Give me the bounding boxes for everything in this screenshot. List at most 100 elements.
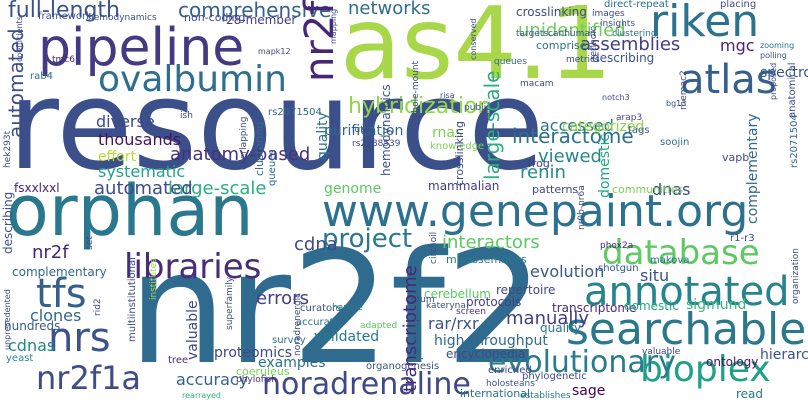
word-chicken: insights xyxy=(600,19,636,29)
word-project: project xyxy=(322,224,413,254)
word-complementary: complementary xyxy=(745,113,761,224)
word-shotgun: categorized xyxy=(562,119,645,135)
word-rid2: rid2 xyxy=(93,298,103,316)
word-situ: cdna xyxy=(294,234,338,255)
word-rar-rxr: effort xyxy=(98,149,137,165)
word-hek293t: hek293t xyxy=(3,130,13,168)
word-as4-1: as4.1 xyxy=(340,0,613,102)
word-assemblies: assemblies xyxy=(580,34,681,55)
word-accessed: interactors xyxy=(442,232,540,253)
word-hybridization: hybridization xyxy=(348,94,492,119)
word-repertoire: tags xyxy=(628,125,650,136)
word-pipeline: pipeline xyxy=(38,18,245,78)
word-soojin: publicly xyxy=(464,103,499,113)
word-valuable: valuable xyxy=(185,300,201,360)
word-bioplex: bioplex xyxy=(640,349,771,390)
word-interactome: interactome xyxy=(512,124,634,148)
word-organogenesis: describing xyxy=(592,51,655,65)
word-unutilized: phylofish xyxy=(236,375,277,385)
word-images: lutz xyxy=(352,125,369,135)
word-imperfect: images xyxy=(592,9,625,19)
word-ontology: validated xyxy=(314,329,380,345)
word-categorized: r1-r3 xyxy=(730,233,755,244)
word-nr2f1a: nr2f1a xyxy=(36,359,142,397)
word-noradrenergic: noradrenergic xyxy=(293,292,303,356)
word-organization: organization xyxy=(791,248,801,304)
word-establishes: transcriptome xyxy=(552,301,637,315)
word-annotated: annotated xyxy=(584,269,790,315)
word-hemodynamics: hemodynamics xyxy=(379,84,393,176)
word-mairoy: holosteans xyxy=(486,379,535,389)
word-accurate: enriched xyxy=(488,365,532,376)
word-bg13: makova xyxy=(650,255,690,266)
word-upstream: screen xyxy=(456,307,486,317)
word-comprehensive: comprehensive xyxy=(178,0,332,22)
word-queues: queues xyxy=(267,149,278,186)
word-examples: read xyxy=(736,387,764,401)
word-notch3: phox2a xyxy=(600,241,634,251)
word-truncatus: clustering xyxy=(612,29,657,39)
word-overlapping: overlapping xyxy=(239,116,249,170)
word-rnas: cerebellum xyxy=(424,287,491,301)
word-adapted: organogenesis xyxy=(366,361,440,372)
word-accuracy: nr2f xyxy=(32,242,69,263)
word-sage: spectrometry xyxy=(760,65,808,81)
word-cdna: diverse xyxy=(96,112,155,131)
word-systematic: accuracy xyxy=(176,370,249,389)
word-proteomics: sage xyxy=(572,383,606,399)
word-crosslinking: crosslinking xyxy=(453,121,466,186)
word-384: kateryna xyxy=(426,301,466,311)
word-hundreds: rab4 xyxy=(30,71,53,82)
word-retinoic: retinoic xyxy=(589,26,599,60)
word-ish: curators xyxy=(300,303,342,314)
word-tags: macam xyxy=(520,79,554,89)
word-mapping: mapping xyxy=(329,8,338,44)
word-unprecedented: unprecedented xyxy=(3,289,12,350)
word-tmc6: adapted xyxy=(360,321,398,331)
word-knowledge: misassemblies xyxy=(446,253,527,266)
word-interactors: large-scale xyxy=(168,178,267,199)
word-effort: viewed xyxy=(538,146,602,167)
word-28-member: complementary xyxy=(12,265,107,279)
word-framework: yeast xyxy=(6,353,34,364)
word-frog: queues xyxy=(494,57,527,67)
word-tfs: tfs xyxy=(36,271,87,317)
word-read: unidentified xyxy=(518,20,626,41)
word-insights: rs2071504 xyxy=(268,107,322,118)
word-enriched: crosslinking xyxy=(516,5,587,19)
word-thousands: anatomy-based xyxy=(170,144,311,165)
word-multiinstitutional: multiinstitutional xyxy=(127,257,138,342)
word-rnabrowse: zooming xyxy=(760,41,795,50)
word-physical: tmc6 xyxy=(52,55,75,65)
word-networks: networks xyxy=(348,0,431,19)
word-phylofish: quality xyxy=(540,321,582,335)
word-ovalbumin: ovalbumin xyxy=(98,59,287,100)
word-rs2288539: soojin xyxy=(660,137,690,148)
word-nr2f2: nr2f2 xyxy=(128,217,545,399)
word-errors: thousands xyxy=(98,130,182,149)
word-resource: resource xyxy=(8,54,545,198)
word-handle: protocols xyxy=(466,295,522,309)
word-quality: quality xyxy=(315,112,331,160)
word-nrs: nrs xyxy=(48,315,111,361)
word-genome: rar/rxr xyxy=(428,314,479,333)
word-nr0b: nr0b-nr6a xyxy=(577,185,587,230)
word-mammalian: comprises xyxy=(536,39,593,52)
word-kateryna: international xyxy=(460,387,531,400)
word-encyclopedia: proteomics xyxy=(214,345,293,361)
word-coeruleus: frog xyxy=(528,157,550,170)
word-riken: riken xyxy=(650,0,760,47)
word-tree: rnas xyxy=(432,125,463,141)
word-whole-mount: whole-mount xyxy=(411,60,421,120)
word-curators: encyclopedia xyxy=(446,347,526,361)
word-5est: metrics xyxy=(566,55,600,65)
word-arap3: arap3 xyxy=(616,113,643,123)
word-searchable: searchable xyxy=(566,304,807,355)
word-mgc: cdnas xyxy=(8,336,56,355)
word-dnas: manually xyxy=(506,308,590,329)
word-describing: describing xyxy=(1,191,15,254)
word-targetscanhuman: tree xyxy=(168,355,189,366)
word-misassemblies: placing xyxy=(720,0,757,10)
word-non-coding: hundreds xyxy=(4,319,61,333)
